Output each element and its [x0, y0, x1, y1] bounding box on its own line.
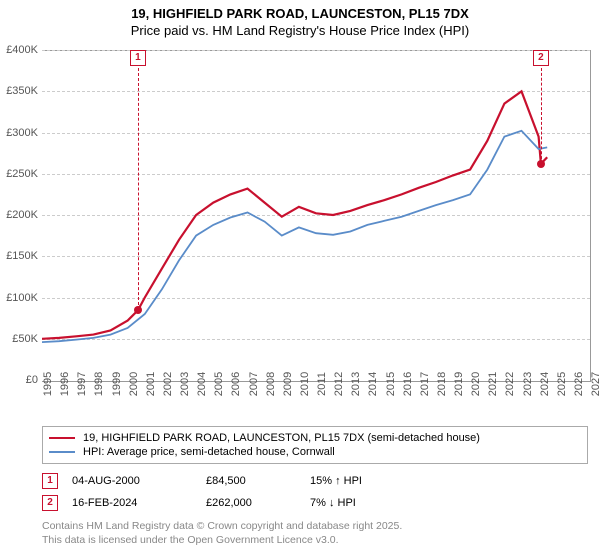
datapoint-row: 1 04-AUG-2000 £84,500 15% ↑ HPI — [42, 470, 400, 492]
chart-title-line1: 19, HIGHFIELD PARK ROAD, LAUNCESTON, PL1… — [0, 0, 600, 23]
marker-box: 2 — [533, 50, 549, 66]
ytick-label: £150K — [6, 250, 38, 262]
legend-swatch — [49, 451, 75, 453]
datapoint-marker: 1 — [42, 473, 58, 489]
marker-dot — [537, 160, 545, 168]
datapoint-pct: 7% ↓ HPI — [310, 497, 400, 509]
footer-line1: Contains HM Land Registry data © Crown c… — [42, 520, 402, 534]
legend-row: HPI: Average price, semi-detached house,… — [49, 445, 581, 459]
ytick-label: £50K — [12, 333, 38, 345]
ytick-label: £0 — [26, 374, 38, 386]
marker-dot — [134, 306, 142, 314]
line-plot — [42, 50, 590, 380]
legend-label: 19, HIGHFIELD PARK ROAD, LAUNCESTON, PL1… — [83, 432, 480, 444]
datapoints-table: 1 04-AUG-2000 £84,500 15% ↑ HPI 2 16-FEB-2024… — [42, 470, 400, 514]
xtick-label: 2027 — [590, 372, 600, 396]
legend-row: 19, HIGHFIELD PARK ROAD, LAUNCESTON, PL1… — [49, 431, 581, 445]
datapoint-price: £262,000 — [206, 497, 296, 509]
datapoint-marker: 2 — [42, 495, 58, 511]
chart-title-line2: Price paid vs. HM Land Registry's House … — [0, 23, 600, 42]
ytick-label: £350K — [6, 85, 38, 97]
footer-line2: This data is licensed under the Open Gov… — [42, 534, 402, 548]
series-line-price_paid — [42, 91, 547, 338]
ytick-label: £400K — [6, 44, 38, 56]
marker-box: 1 — [130, 50, 146, 66]
ytick-label: £100K — [6, 292, 38, 304]
datapoint-row: 2 16-FEB-2024 £262,000 7% ↓ HPI — [42, 492, 400, 514]
datapoint-pct: 15% ↑ HPI — [310, 475, 400, 487]
datapoint-price: £84,500 — [206, 475, 296, 487]
ytick-label: £250K — [6, 168, 38, 180]
legend-label: HPI: Average price, semi-detached house,… — [83, 446, 335, 458]
legend-swatch — [49, 437, 75, 439]
datapoint-date: 04-AUG-2000 — [72, 475, 192, 487]
footer-attribution: Contains HM Land Registry data © Crown c… — [42, 520, 402, 547]
datapoint-date: 16-FEB-2024 — [72, 497, 192, 509]
marker-line — [138, 68, 139, 310]
legend: 19, HIGHFIELD PARK ROAD, LAUNCESTON, PL1… — [42, 426, 588, 464]
series-line-hpi — [42, 131, 547, 342]
marker-line — [541, 68, 542, 164]
ytick-label: £300K — [6, 127, 38, 139]
chart-container: 19, HIGHFIELD PARK ROAD, LAUNCESTON, PL1… — [0, 0, 600, 560]
ytick-label: £200K — [6, 209, 38, 221]
